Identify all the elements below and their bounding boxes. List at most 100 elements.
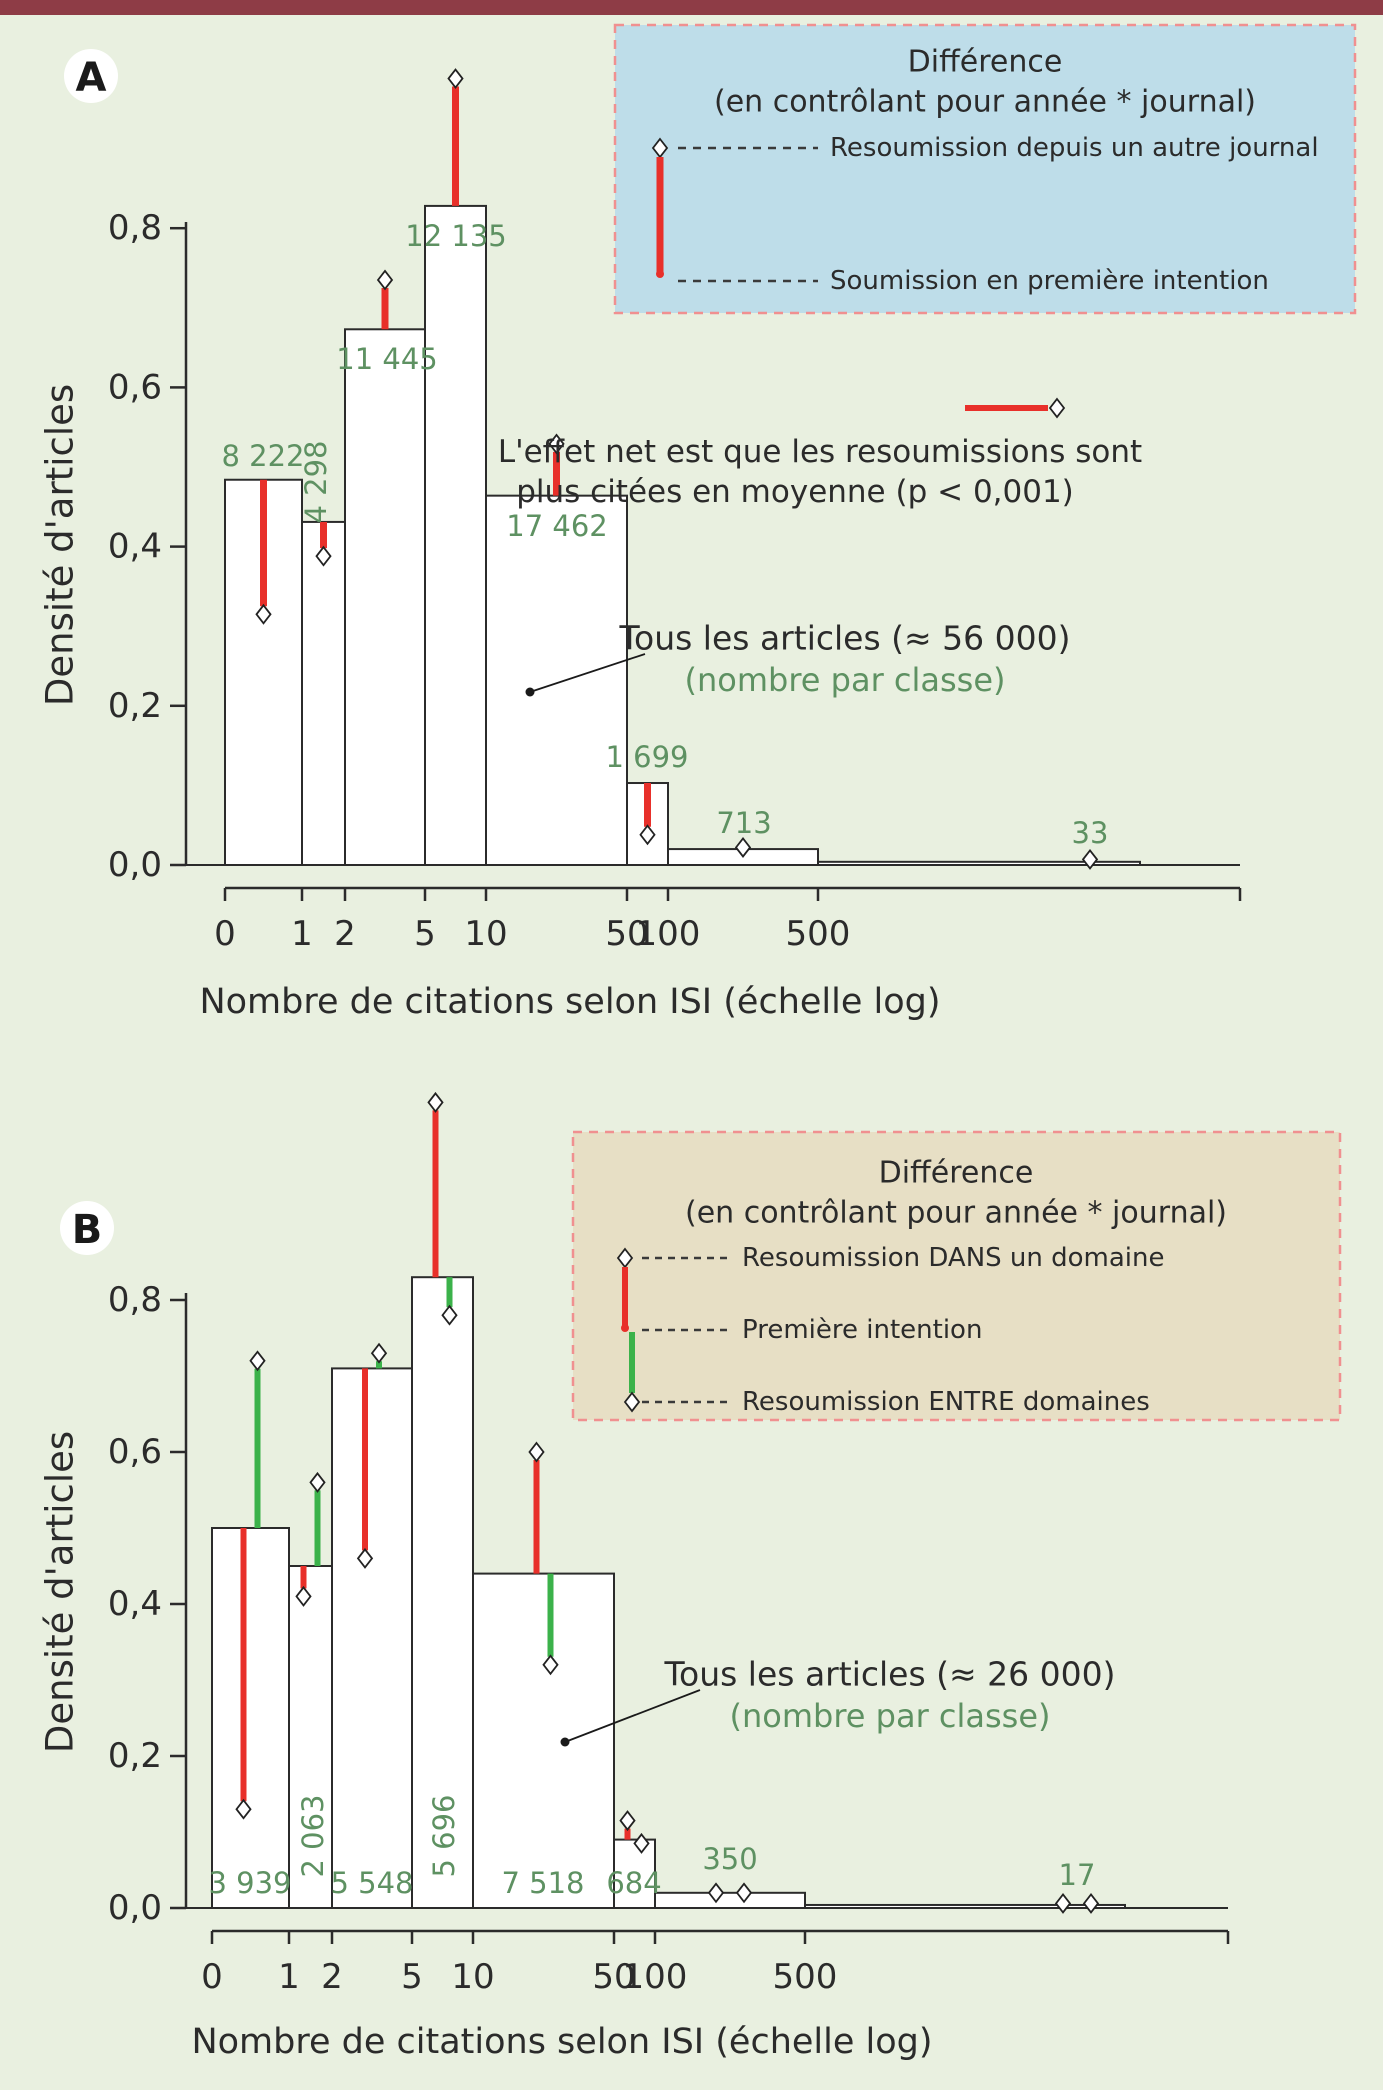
marker-diamond-pair-7-0 (1054, 1892, 1072, 1914)
histogram-bar-6 (654, 1891, 806, 1910)
net-effect-diamond (1048, 397, 1066, 419)
callout-line (564, 1689, 701, 1743)
count-label-7: 17 (1059, 1858, 1096, 1892)
count-label-1: 4 298 (299, 440, 333, 523)
resub-dans-diamond-3 (427, 1091, 444, 1113)
legend-box-B (571, 1130, 1342, 1422)
y-tick-label: 0,6 (108, 1432, 162, 1472)
y-tick-label: 0,2 (108, 686, 162, 726)
x-tick-label: 5 (414, 914, 436, 954)
resub-dans-diamond-5 (619, 1810, 636, 1832)
count-label-5: 684 (606, 1866, 661, 1900)
legend-red-endpoint (656, 270, 664, 278)
count-label-5: 1 699 (605, 740, 688, 774)
net-effect-text-1: L'effet net est que les resoumissions so… (498, 434, 1142, 470)
count-label-2: 5 548 (330, 1866, 413, 1900)
count-label-4: 7 518 (501, 1866, 584, 1900)
count-label-2: 11 445 (336, 342, 437, 376)
resub-dans-diamond-2 (356, 1547, 374, 1569)
y-axis-title: Densité d'articles (39, 1431, 82, 1753)
legend-title-1: Différence (879, 1156, 1034, 1191)
marker-diamond-pair-6-0 (707, 1882, 725, 1904)
resubmission-diamond-4 (548, 433, 565, 455)
y-tick-label: 0,0 (108, 1888, 162, 1928)
resub-dans-diamond-4 (528, 1441, 545, 1463)
histogram-bar-2 (344, 328, 426, 866)
legend-label-bottom: Resoumission ENTRE domaines (742, 1387, 1150, 1417)
y-axis-title: Densité d'articles (39, 384, 82, 706)
legend-label-top: Resoumission DANS un domaine (742, 1243, 1165, 1273)
resubmission-diamond-5 (639, 824, 656, 846)
marker-diamond-pair-7-1 (1082, 1892, 1100, 1914)
marker-diamond-7 (1081, 848, 1099, 870)
panel-badge-circle (64, 49, 118, 103)
histogram-bar-7 (804, 1903, 1126, 1909)
x-tick-label: 10 (464, 914, 507, 954)
resub-dans-diamond-0 (235, 1798, 252, 1820)
resubmission-diamond-2 (376, 269, 394, 291)
count-label-0: 3 939 (208, 1866, 291, 1900)
resub-entre-diamond-2 (370, 1342, 388, 1364)
callout-text-1: Tous les articles (≈ 56 000) (618, 619, 1070, 658)
histogram-bar-4 (472, 1572, 615, 1909)
marker-diamond-pair-6-1 (735, 1882, 753, 1904)
histogram-bar-3 (424, 204, 487, 867)
y-tick-label: 0,6 (108, 367, 162, 407)
histogram-bar-7 (817, 860, 1141, 866)
count-label-4: 17 462 (506, 509, 607, 543)
histogram-bar-5 (613, 1838, 656, 1909)
x-tick-label: 500 (773, 1957, 838, 1997)
x-axis-title: Nombre de citations selon ISI (échelle l… (191, 2022, 932, 2062)
x-tick-label: 500 (786, 914, 851, 954)
callout-text-2: (nombre par classe) (685, 661, 1006, 699)
legend-diamond-bottom (623, 1391, 641, 1413)
histogram-bar-2 (331, 1367, 413, 1909)
y-tick-label: 0,4 (108, 1584, 162, 1624)
y-tick-label: 0,4 (108, 527, 162, 567)
top-accent-bar (0, 0, 1383, 15)
callout-text-1: Tous les articles (≈ 26 000) (663, 1655, 1115, 1694)
resub-dans-diamond-1 (295, 1585, 312, 1607)
x-tick-label: 2 (321, 1957, 343, 1997)
y-tick-label: 0,2 (108, 1736, 162, 1776)
resubmission-diamond-3 (447, 68, 464, 90)
x-tick-label: 0 (214, 914, 236, 954)
count-label-6: 350 (702, 1842, 757, 1876)
legend-red-endpoint (621, 1324, 629, 1332)
x-tick-label: 5 (401, 1957, 423, 1997)
panel-badge-circle (60, 1201, 114, 1255)
count-label-0: 8 222 (221, 439, 304, 473)
x-tick-label: 2 (334, 914, 356, 954)
resub-entre-diamond-1 (309, 1471, 326, 1493)
resub-entre-diamond-4 (542, 1654, 559, 1676)
histogram-bar-1 (301, 520, 346, 866)
y-tick-label: 0,8 (108, 1280, 162, 1320)
y-tick-label: 0,0 (108, 845, 162, 885)
count-label-1: 2 063 (296, 1794, 330, 1877)
panel-badge-letter: B (72, 1207, 103, 1253)
marker-diamond-6 (734, 837, 752, 858)
x-tick-label: 1 (291, 914, 313, 954)
x-tick-label: 10 (451, 1957, 494, 1997)
panel-A: A 0,0 0,2 0,4 0,6 0,8 Densité d'articles 8 2224… (39, 23, 1357, 1022)
legend-label-bottom: Soumission en première intention (830, 266, 1269, 296)
count-label-6: 713 (716, 806, 771, 840)
x-tick-label: 100 (623, 1957, 688, 1997)
count-label-3: 5 696 (427, 1794, 461, 1877)
count-label-3: 12 135 (405, 219, 506, 253)
x-tick-label: 1 (278, 1957, 300, 1997)
x-tick-label: 50 (592, 1957, 635, 1997)
callout-line (529, 653, 646, 693)
resubmission-diamond-1 (315, 545, 332, 567)
resub-entre-diamond-3 (441, 1304, 458, 1326)
legend-title-2: (en contrôlant pour année * journal) (685, 1196, 1227, 1231)
histogram-bar-1 (288, 1565, 333, 1909)
resub-entre-diamond-5 (633, 1832, 650, 1854)
legend-label-top: Resoumission depuis un autre journal (830, 133, 1319, 163)
x-tick-label: 50 (605, 914, 648, 954)
x-tick-label: 0 (201, 1957, 223, 1997)
y-tick-label: 0,8 (108, 208, 162, 248)
histogram-bar-4 (485, 494, 628, 866)
